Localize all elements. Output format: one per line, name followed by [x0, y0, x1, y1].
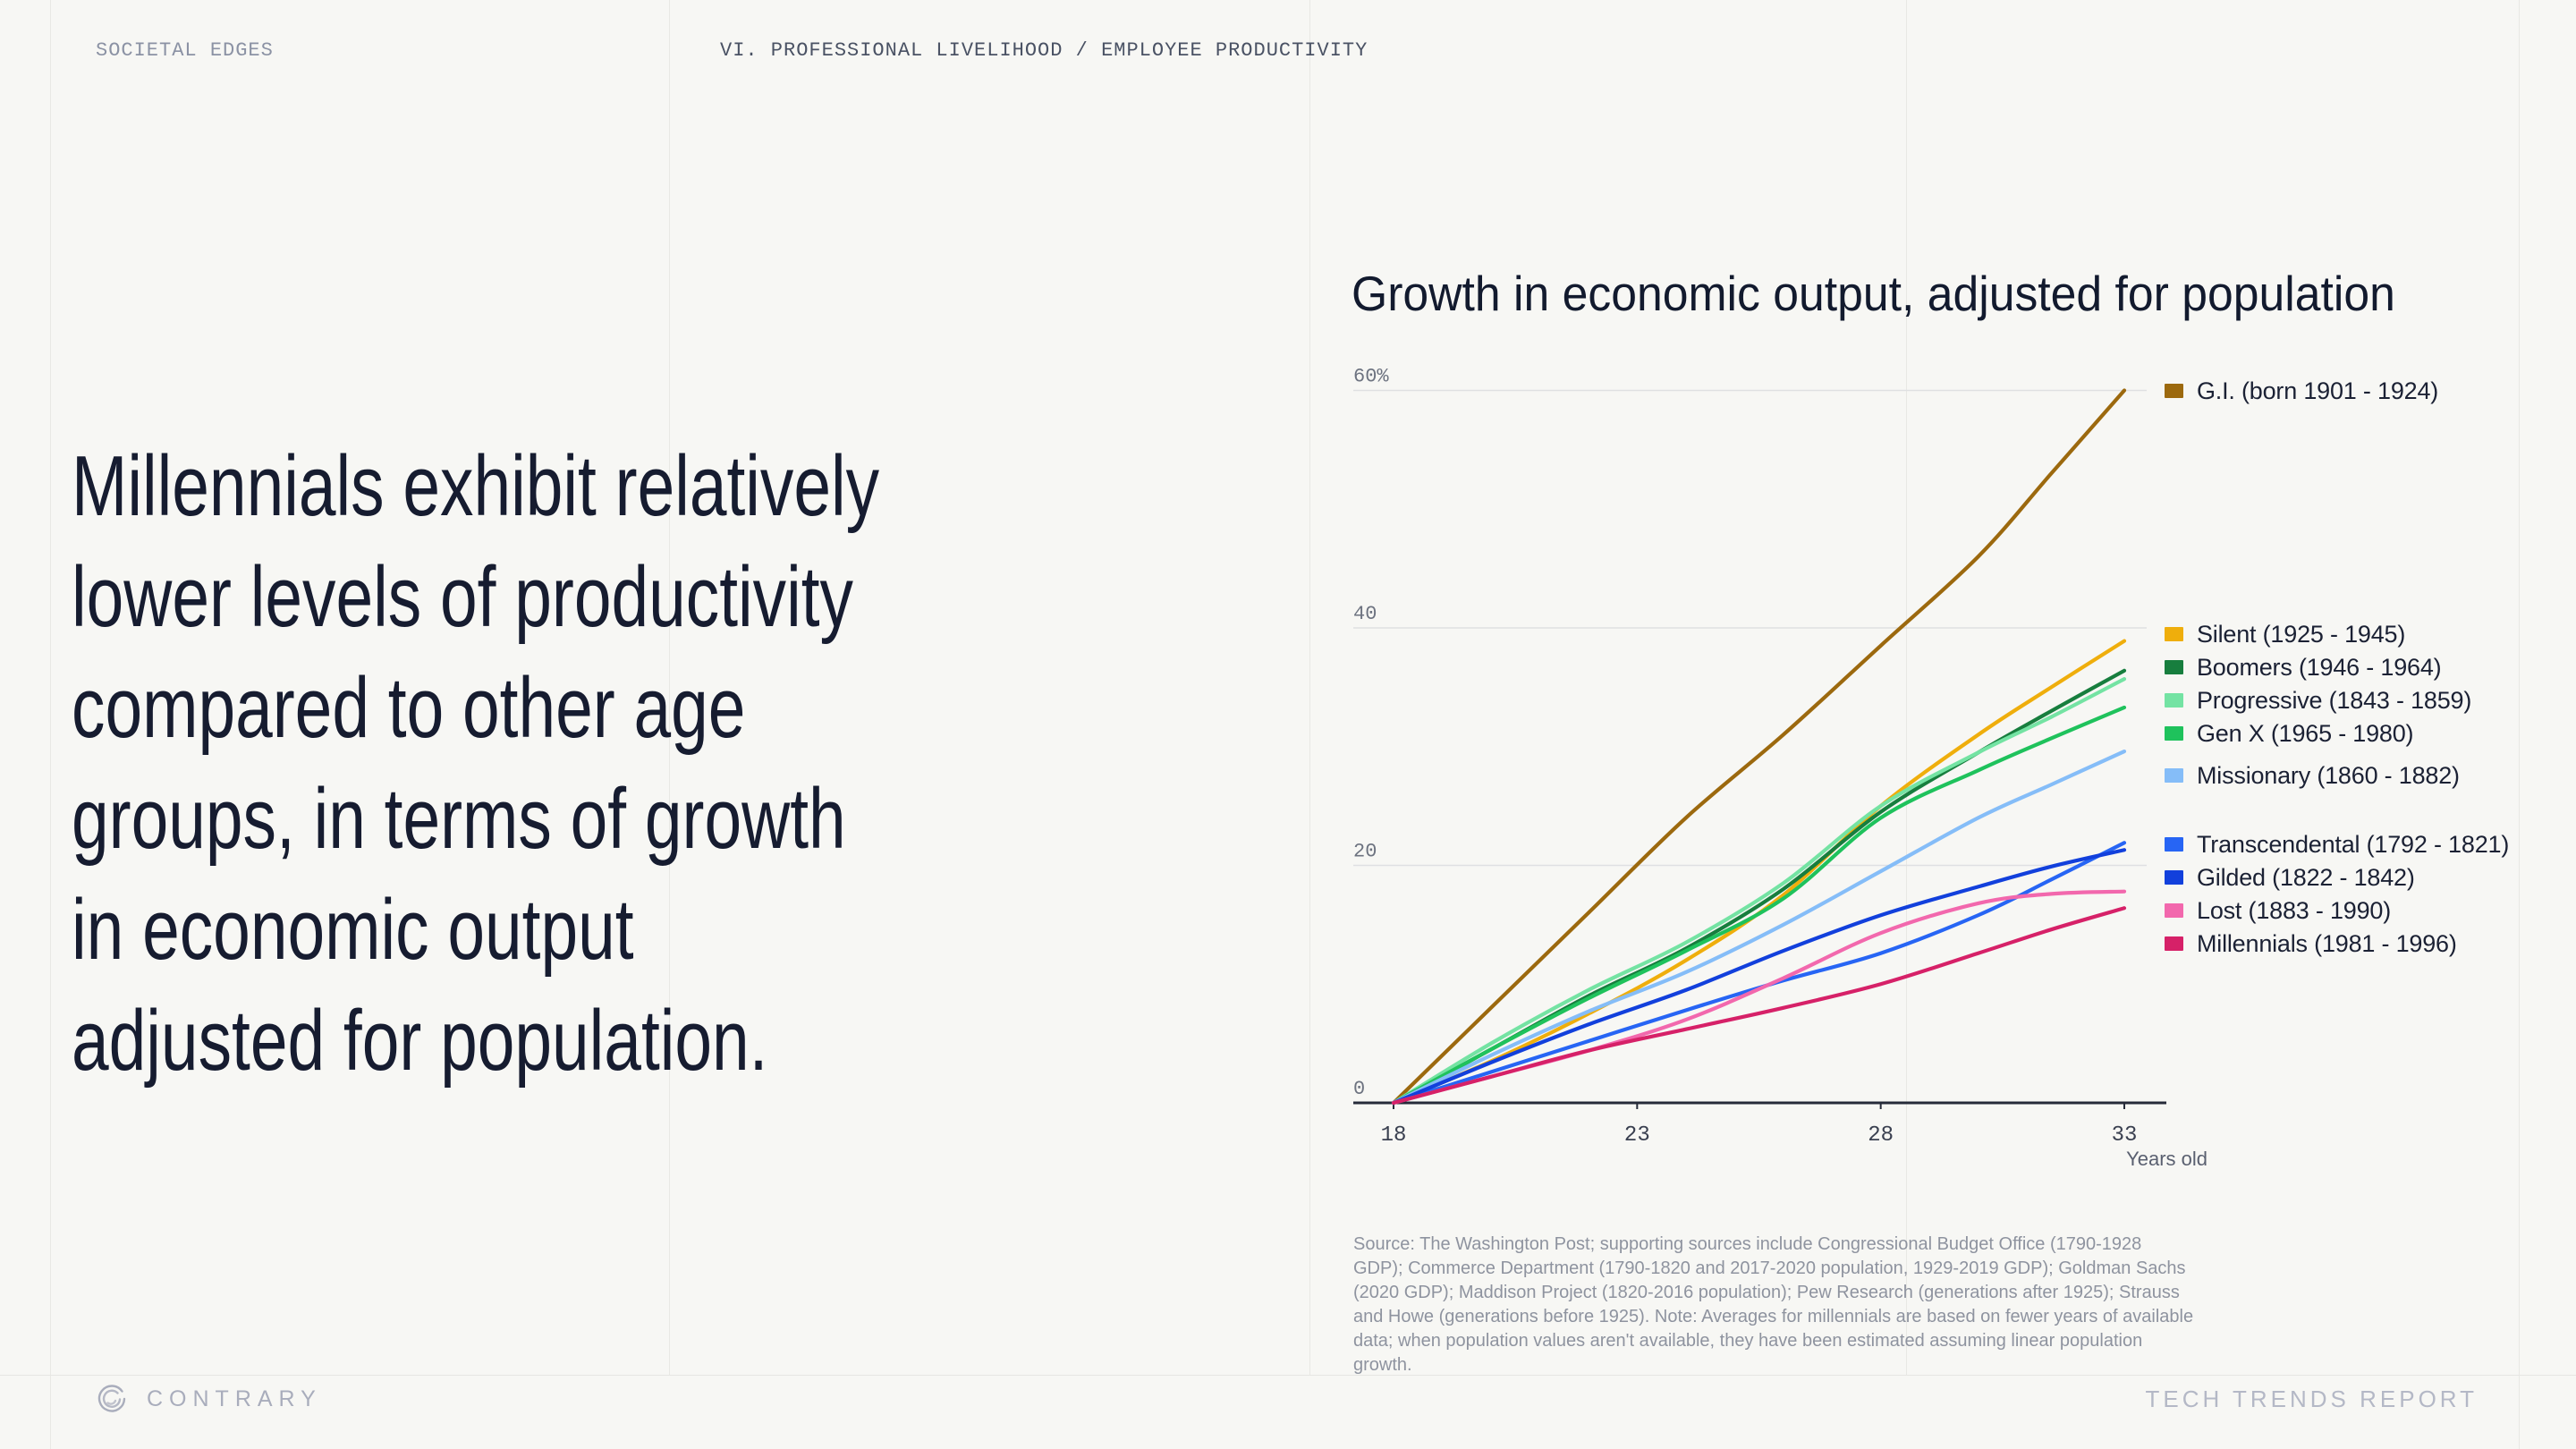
legend-swatch: [2165, 870, 2183, 885]
series-line-g.i.: [1391, 388, 2127, 1106]
series-line-transcendental: [1391, 841, 2127, 1106]
page-grid-line-right: [2519, 0, 2520, 1449]
page-grid-line-col4: [1906, 0, 1907, 1375]
legend-swatch: [2165, 627, 2183, 641]
legend-swatch: [2165, 726, 2183, 741]
headline-line: groups, in terms of growth: [72, 771, 846, 867]
headline-line: lower levels of productivity: [72, 549, 853, 645]
y-axis-label-20: 20: [1353, 841, 1377, 863]
legend-label: Gen X (1965 - 1980): [2197, 719, 2414, 747]
legend-label: Gilded (1822 - 1842): [2197, 863, 2415, 891]
legend-swatch: [2165, 936, 2183, 951]
y-axis-label-40: 40: [1353, 603, 1377, 625]
x-axis-label-18: 18: [1381, 1123, 1407, 1148]
x-axis-label-33: 33: [2112, 1123, 2138, 1148]
report-title: TECH TRENDS REPORT: [2145, 1385, 2478, 1412]
legend-swatch: [2165, 903, 2183, 918]
series-line-missionary: [1391, 749, 2127, 1106]
legend-label: Lost (1883 - 1990): [2197, 896, 2392, 924]
legend-swatch: [2165, 660, 2183, 674]
chart-source-note: Source: The Washington Post; supporting …: [1353, 1234, 2194, 1375]
legend-item: Transcendental (1792 - 1821): [2165, 828, 2509, 860]
legend-item: Lost (1883 - 1990): [2165, 894, 2391, 927]
headline-line: in economic output: [72, 882, 634, 978]
chart-title: Growth in economic output, adjusted for …: [1352, 266, 2395, 321]
footer-divider: [0, 1375, 2576, 1376]
headline-line: compared to other age: [72, 660, 746, 756]
legend-swatch: [2165, 768, 2183, 783]
x-axis-label-28: 28: [1868, 1123, 1894, 1148]
series-line-progressive: [1391, 676, 2127, 1106]
legend-swatch: [2165, 693, 2183, 708]
breadcrumb: VI. PROFESSIONAL LIVELIHOOD / EMPLOYEE P…: [720, 39, 1368, 62]
headline: Millennials exhibit relatively lower lev…: [72, 431, 1188, 1097]
legend-item: Gilded (1822 - 1842): [2165, 861, 2415, 894]
y-axis-label-60: 60%: [1353, 366, 1389, 388]
series-line-millennials: [1391, 906, 2127, 1106]
x-axis-title: Years old: [2126, 1148, 2207, 1170]
x-axis-label-23: 23: [1624, 1123, 1650, 1148]
brand-name: CONTRARY: [147, 1385, 322, 1411]
section-label: SOCIETAL EDGES: [96, 39, 274, 62]
legend-item: G.I. (born 1901 - 1924): [2165, 375, 2438, 407]
series-line-gilded: [1391, 848, 2127, 1106]
headline-line: Millennials exhibit relatively: [72, 438, 880, 534]
page-grid-line-col2: [669, 0, 670, 1375]
legend-label: G.I. (born 1901 - 1924): [2197, 377, 2439, 404]
legend-label: Missionary (1860 - 1882): [2197, 761, 2460, 789]
page-grid-line-col3: [1309, 0, 1310, 1375]
legend-item: Missionary (1860 - 1882): [2165, 759, 2460, 792]
contrary-logo-icon: [97, 1385, 126, 1412]
page-grid-line-left: [50, 0, 51, 1449]
legend-item: Gen X (1965 - 1980): [2165, 717, 2414, 750]
brand-lockup: CONTRARY: [95, 1382, 322, 1416]
legend-swatch: [2165, 384, 2183, 398]
legend-label: Millennials (1981 - 1996): [2197, 929, 2457, 957]
legend-item: Boomers (1946 - 1964): [2165, 651, 2442, 683]
legend-label: Silent (1925 - 1945): [2197, 620, 2406, 648]
legend-label: Transcendental (1792 - 1821): [2197, 830, 2510, 858]
headline-line: adjusted for population.: [72, 993, 768, 1089]
y-axis-label-0: 0: [1353, 1078, 1365, 1100]
series-line-silent: [1391, 639, 2127, 1106]
legend-item: Progressive (1843 - 1859): [2165, 684, 2471, 716]
legend-label: Progressive (1843 - 1859): [2197, 686, 2472, 714]
legend-label: Boomers (1946 - 1964): [2197, 653, 2442, 681]
legend-item: Silent (1925 - 1945): [2165, 618, 2405, 650]
legend-item: Millennials (1981 - 1996): [2165, 928, 2457, 960]
legend-swatch: [2165, 837, 2183, 852]
series-line-gen: [1391, 705, 2127, 1106]
